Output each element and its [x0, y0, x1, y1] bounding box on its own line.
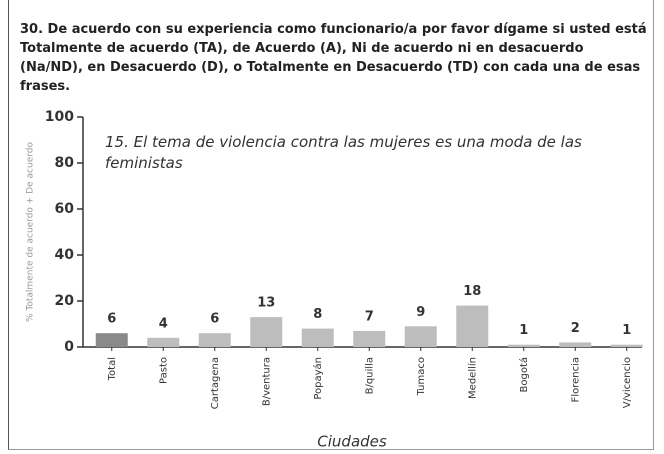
- y-axis-label: % Totalmente de acuerdo + De acuerdo: [26, 142, 36, 322]
- bar: [147, 337, 180, 347]
- data-label: 7: [365, 309, 374, 324]
- x-axis-label: Ciudades: [317, 433, 387, 451]
- y-tick-label: 60: [55, 201, 75, 217]
- x-tick-label: Bogotá: [518, 357, 530, 393]
- y-tick-label: 0: [64, 339, 74, 355]
- x-tick-label: Tumaco: [416, 357, 427, 396]
- question: 30. De acuerdo con su experiencia como f…: [20, 22, 647, 94]
- x-tick-label: Medellín: [466, 357, 478, 399]
- data-label: 8: [313, 307, 322, 322]
- data-label: 13: [257, 296, 275, 311]
- data-label: 6: [210, 312, 219, 327]
- data-label: 4: [159, 316, 168, 331]
- bar: [250, 317, 283, 347]
- bar: [353, 330, 386, 347]
- x-tick-label: Cartagena: [210, 357, 221, 409]
- x-tick-label: Popayán: [312, 357, 324, 400]
- x-tick-label: V/vicencio: [622, 357, 633, 408]
- x-tick-label: Florencia: [570, 357, 581, 402]
- y-tick-label: 100: [45, 109, 74, 125]
- bar: [198, 333, 231, 347]
- y-tick-label: 40: [55, 247, 75, 263]
- y-tick-label: 20: [55, 293, 75, 309]
- x-tick-label: B/ventura: [261, 357, 272, 406]
- bar: [610, 344, 643, 347]
- bar: [559, 342, 592, 347]
- data-label: 2: [571, 321, 580, 336]
- data-label: 6: [107, 312, 116, 327]
- y-tick-label: 80: [55, 155, 75, 171]
- x-tick-label: B/quilla: [364, 357, 375, 394]
- data-label: 1: [622, 323, 631, 338]
- data-label: 18: [463, 284, 481, 299]
- data-label: 9: [416, 305, 425, 320]
- bar: [301, 328, 334, 347]
- x-tick-label: Total: [107, 357, 118, 381]
- bar: [456, 305, 489, 347]
- bar: [507, 344, 540, 347]
- frame: [8, 0, 654, 450]
- data-label: 1: [519, 323, 528, 338]
- x-tick-label: Pasto: [158, 357, 169, 384]
- bar: [404, 326, 437, 347]
- bar: [95, 333, 128, 347]
- chart-title: 15. El tema de violencia contra las muje…: [105, 133, 582, 172]
